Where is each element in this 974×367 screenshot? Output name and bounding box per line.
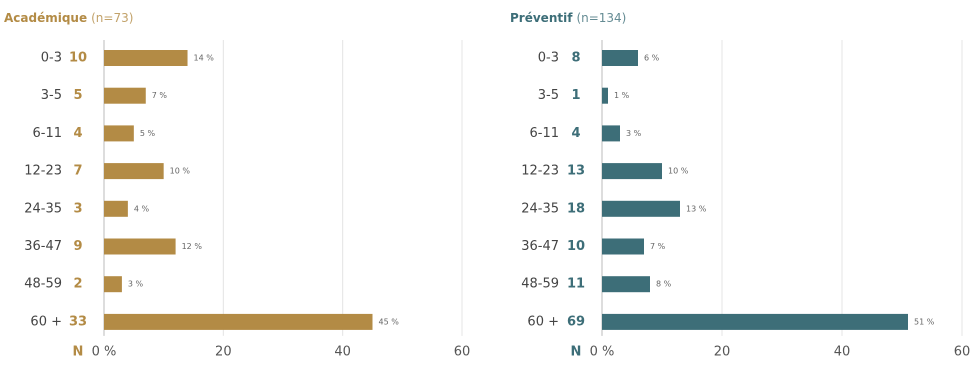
count-label: 4 xyxy=(571,126,580,141)
value-label: 7 % xyxy=(650,242,666,251)
title-sub: (n=73) xyxy=(91,11,133,25)
count-header: N xyxy=(73,345,84,360)
count-label: 69 xyxy=(567,314,585,329)
value-label: 51 % xyxy=(914,317,935,326)
bar xyxy=(602,163,662,180)
x-tick-label: 40 xyxy=(334,345,351,360)
value-label: 7 % xyxy=(152,91,168,100)
bar xyxy=(104,313,373,330)
value-label: 6 % xyxy=(644,54,660,63)
count-label: 10 xyxy=(567,239,585,254)
category-label: 3-5 xyxy=(538,88,559,103)
title-sub: (n=134) xyxy=(576,11,626,25)
title-main: Préventif xyxy=(510,11,573,25)
count-label: 13 xyxy=(567,164,585,179)
x-tick-label: 60 xyxy=(454,345,471,360)
bar xyxy=(602,200,680,217)
x-tick-label: 40 xyxy=(834,345,851,360)
value-label: 10 % xyxy=(668,167,689,176)
value-label: 12 % xyxy=(182,242,203,251)
x-tick-label: 0 % xyxy=(92,345,117,360)
count-label: 11 xyxy=(567,277,585,292)
bar xyxy=(602,125,620,142)
x-tick-label: 20 xyxy=(215,345,232,360)
category-label: 12-23 xyxy=(24,164,62,179)
bar xyxy=(602,238,644,255)
category-label: 36-47 xyxy=(24,239,62,254)
value-label: 5 % xyxy=(140,129,156,138)
count-header: N xyxy=(571,345,582,360)
value-label: 45 % xyxy=(379,317,400,326)
count-label: 33 xyxy=(69,314,87,329)
title-main: Académique xyxy=(4,11,87,25)
count-label: 1 xyxy=(571,88,580,103)
bar xyxy=(104,238,176,255)
category-label: 3-5 xyxy=(41,88,62,103)
count-label: 2 xyxy=(73,277,82,292)
bar xyxy=(104,200,128,217)
count-label: 18 xyxy=(567,201,585,216)
count-label: 7 xyxy=(73,164,82,179)
chart-title: Préventif (n=134) xyxy=(510,11,626,25)
bar xyxy=(602,87,608,104)
category-label: 24-35 xyxy=(24,201,62,216)
count-label: 10 xyxy=(69,51,87,66)
category-label: 12-23 xyxy=(521,164,559,179)
category-label: 36-47 xyxy=(521,239,559,254)
bar xyxy=(104,50,188,66)
value-label: 4 % xyxy=(134,204,150,213)
category-label: 48-59 xyxy=(521,277,559,292)
x-tick-label: 60 xyxy=(954,345,971,360)
category-label: 6-11 xyxy=(529,126,559,141)
value-label: 10 % xyxy=(170,167,191,176)
category-label: 48-59 xyxy=(24,277,62,292)
count-label: 5 xyxy=(73,88,82,103)
bar xyxy=(104,163,164,180)
bar xyxy=(104,276,122,293)
value-label: 1 % xyxy=(614,91,630,100)
bar xyxy=(602,313,908,330)
bar xyxy=(602,50,638,66)
value-label: 3 % xyxy=(626,129,642,138)
bar xyxy=(602,276,650,293)
bar xyxy=(104,125,134,142)
value-label: 14 % xyxy=(194,54,215,63)
chart-title: Académique (n=73) xyxy=(4,11,133,25)
x-tick-label: 0 % xyxy=(590,345,615,360)
count-label: 4 xyxy=(73,126,82,141)
count-label: 8 xyxy=(571,51,580,66)
category-label: 0-3 xyxy=(41,51,62,66)
x-tick-label: 20 xyxy=(714,345,731,360)
category-label: 60 + xyxy=(527,314,559,329)
bar xyxy=(104,87,146,104)
category-label: 60 + xyxy=(30,314,62,329)
value-label: 3 % xyxy=(128,280,144,289)
value-label: 13 % xyxy=(686,204,707,213)
count-label: 9 xyxy=(73,239,82,254)
category-label: 6-11 xyxy=(32,126,62,141)
category-label: 24-35 xyxy=(521,201,559,216)
category-label: 0-3 xyxy=(538,51,559,66)
value-label: 8 % xyxy=(656,280,672,289)
count-label: 3 xyxy=(73,201,82,216)
